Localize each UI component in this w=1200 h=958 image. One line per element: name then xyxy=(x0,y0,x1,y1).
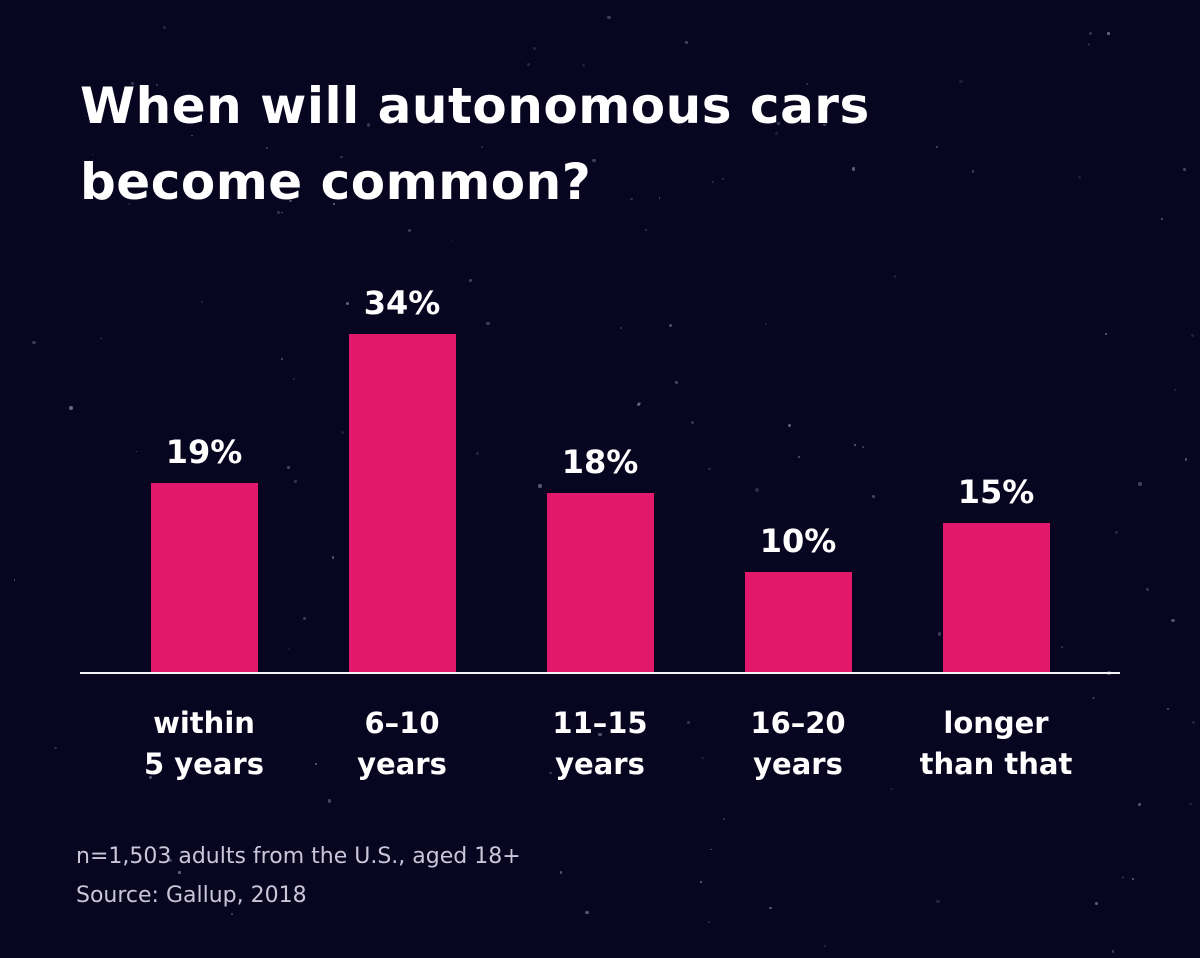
star-dot xyxy=(1191,720,1195,724)
star-dot xyxy=(1107,32,1110,36)
star-dot xyxy=(1189,803,1192,806)
star-dot xyxy=(823,944,827,948)
star-dot xyxy=(710,848,712,851)
category-label-line: 6–10 xyxy=(364,706,440,740)
star-dot xyxy=(936,900,940,904)
bar xyxy=(942,523,1050,672)
category-label-line: than that xyxy=(919,747,1073,781)
star-dot xyxy=(585,910,589,914)
category-label: 6–10 years xyxy=(303,703,501,785)
chart-title-line1: When will autonomous cars xyxy=(80,77,870,135)
bar-group-3: 18% xyxy=(546,443,654,672)
star-dot xyxy=(1115,531,1119,535)
star-dot xyxy=(1146,588,1150,592)
category-label-line: 5 years xyxy=(144,747,264,781)
bar xyxy=(546,493,654,672)
category-label-line: longer xyxy=(943,706,1049,740)
star-dot xyxy=(327,799,332,803)
star-dot xyxy=(1131,878,1134,881)
star-dot xyxy=(1105,332,1108,335)
bar-group-1: 19% xyxy=(150,433,258,672)
star-dot xyxy=(32,340,36,345)
source-note: Source: Gallup, 2018 xyxy=(76,883,307,908)
star-dot xyxy=(1174,389,1177,392)
bar-value-label: 10% xyxy=(759,522,837,560)
sample-size-note: n=1,503 adults from the U.S., aged 18+ xyxy=(76,844,521,869)
bar-group-5: 15% xyxy=(942,473,1050,672)
star-dot xyxy=(1160,217,1163,221)
star-dot xyxy=(1184,458,1188,461)
bar-group-2: 34% xyxy=(348,284,456,672)
chart-title-line2: become common? xyxy=(80,153,592,211)
star-dot xyxy=(54,747,57,750)
category-label-line: years xyxy=(555,747,645,781)
x-axis-baseline xyxy=(80,672,1120,674)
bar xyxy=(150,483,258,672)
star-dot xyxy=(559,871,562,874)
star-dot xyxy=(13,579,16,581)
star-dot xyxy=(100,337,102,340)
star-dot xyxy=(1170,618,1175,623)
category-label: 11–15 years xyxy=(501,703,699,785)
bar-value-label: 18% xyxy=(561,443,639,481)
bar-chart-plot-area: 19% 34% 18% 10% 15% xyxy=(105,0,1095,672)
star-dot xyxy=(723,818,725,821)
category-label-line: 11–15 xyxy=(552,706,648,740)
star-dot xyxy=(1095,902,1098,905)
bar-value-label: 19% xyxy=(165,433,243,471)
bar-value-label: 15% xyxy=(957,473,1035,511)
category-label: within 5 years xyxy=(105,703,303,785)
star-dot xyxy=(700,881,702,883)
star-dot xyxy=(1191,333,1195,338)
category-label-line: 16–20 xyxy=(750,706,846,740)
star-dot xyxy=(1121,876,1125,879)
bar xyxy=(348,334,456,672)
star-dot xyxy=(1111,950,1115,953)
category-label-line: years xyxy=(753,747,843,781)
category-label-line: within xyxy=(153,706,255,740)
bar-value-label: 34% xyxy=(363,284,441,322)
star-dot xyxy=(1138,482,1142,486)
bar-group-4: 10% xyxy=(744,522,852,672)
category-label: 16–20 years xyxy=(699,703,897,785)
star-dot xyxy=(1182,168,1186,172)
chart-title: When will autonomous cars become common? xyxy=(80,68,870,220)
x-axis-category-labels: within 5 years 6–10 years 11–15 years 16–20 yea… xyxy=(105,703,1095,785)
star-dot xyxy=(69,405,73,410)
star-dot xyxy=(1166,707,1170,711)
category-label-line: years xyxy=(357,747,447,781)
footnotes: n=1,503 adults from the U.S., aged 18+ S… xyxy=(76,846,521,924)
star-dot xyxy=(769,906,772,910)
star-dot xyxy=(1092,696,1095,700)
star-dot xyxy=(708,920,711,923)
category-label: longer than that xyxy=(897,703,1095,785)
star-dot xyxy=(890,787,893,791)
bar xyxy=(744,572,852,672)
star-dot xyxy=(1137,803,1141,806)
